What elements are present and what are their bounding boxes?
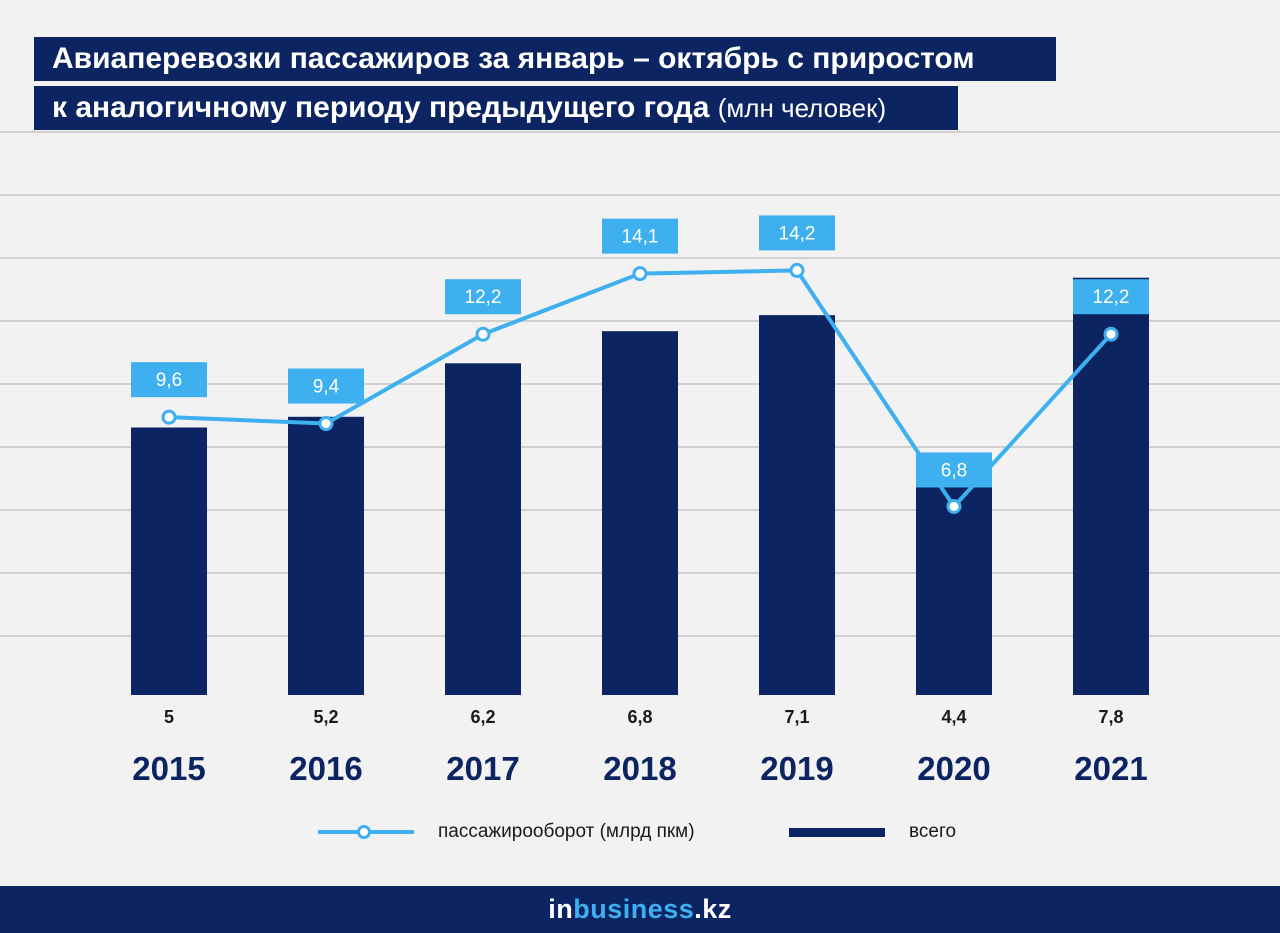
line-label-2021: 12,2	[1093, 287, 1130, 308]
line-label-box-2020	[916, 452, 992, 488]
line-point-2016	[318, 416, 334, 432]
bar-label-2015: 5	[164, 707, 174, 727]
line-label-2019: 14,2	[779, 223, 816, 244]
bar-2015	[131, 427, 207, 695]
line-point-2015	[161, 409, 177, 425]
line-label-2016: 9,4	[313, 377, 340, 398]
line-point-2018	[632, 266, 648, 282]
x-tick-2019: 2019	[760, 750, 833, 787]
bar-label-2016: 5,2	[313, 707, 338, 727]
bar-label-2018: 6,8	[627, 707, 652, 727]
chart-title-text-1: Авиаперевозки пассажиров за январь – окт…	[52, 42, 975, 75]
chart-title-line-2: к аналогичному периоду предыдущего года …	[34, 86, 958, 130]
line-label-2018: 14,1	[622, 227, 659, 248]
x-tick-2017: 2017	[446, 750, 519, 787]
bar-2018	[602, 331, 678, 695]
bar-2019	[759, 315, 835, 695]
x-tick-2020: 2020	[917, 750, 990, 787]
x-tick-2016: 2016	[289, 750, 362, 787]
chart-title-text-2: к аналогичному периоду предыдущего года	[52, 91, 710, 124]
legend-line-entry: пассажирооборот (млрд пкм)	[318, 818, 695, 846]
bar-label-2020: 4,4	[941, 707, 966, 727]
bar-2021	[1073, 277, 1149, 695]
legend-bar-label: всего	[909, 821, 957, 842]
line-point-2019	[789, 262, 805, 278]
line-label-box-2019	[759, 215, 835, 251]
footer-banner: inbusiness.kz	[0, 886, 1280, 933]
chart-title-line-1: Авиаперевозки пассажиров за январь – окт…	[34, 37, 1056, 81]
x-tick-2021: 2021	[1074, 750, 1147, 787]
bar-label-2019: 7,1	[784, 707, 809, 727]
bar-2016	[288, 416, 364, 695]
line-label-box-2017	[445, 279, 521, 315]
line-label-box-2021	[1073, 279, 1149, 315]
chart: 9,6 9,4 12,2 14,1 14,2 6,8 12,2 5 2015 5,2 2016 6,2…	[0, 131, 1280, 787]
line-label-box-2016	[288, 368, 364, 404]
line-label-box-2015	[131, 362, 207, 398]
x-tick-2015: 2015	[132, 750, 205, 787]
line-point-2020	[946, 498, 962, 514]
legend-line-label: пассажирооборот (млрд пкм)	[438, 821, 695, 842]
legend-bar-entry: всего	[789, 818, 956, 846]
line-point-2021	[1103, 326, 1119, 342]
bar-label-2017: 6,2	[470, 707, 495, 727]
brand-logo: inbusiness.kz	[548, 894, 732, 924]
bar-2020	[916, 459, 992, 695]
x-tick-2018: 2018	[603, 750, 676, 787]
line-label-2015: 9,6	[156, 370, 182, 391]
line-label-box-2018	[602, 218, 678, 254]
line-label-2017: 12,2	[465, 287, 502, 308]
line-label-2020: 6,8	[941, 460, 967, 481]
bar-label-2021: 7,8	[1098, 707, 1123, 727]
legend-line-swatch	[318, 825, 414, 839]
bar-2017	[445, 363, 521, 695]
line-point-2017	[475, 326, 491, 342]
legend-bar-swatch	[789, 827, 885, 837]
chart-title-unit: (млн человек)	[717, 93, 887, 123]
